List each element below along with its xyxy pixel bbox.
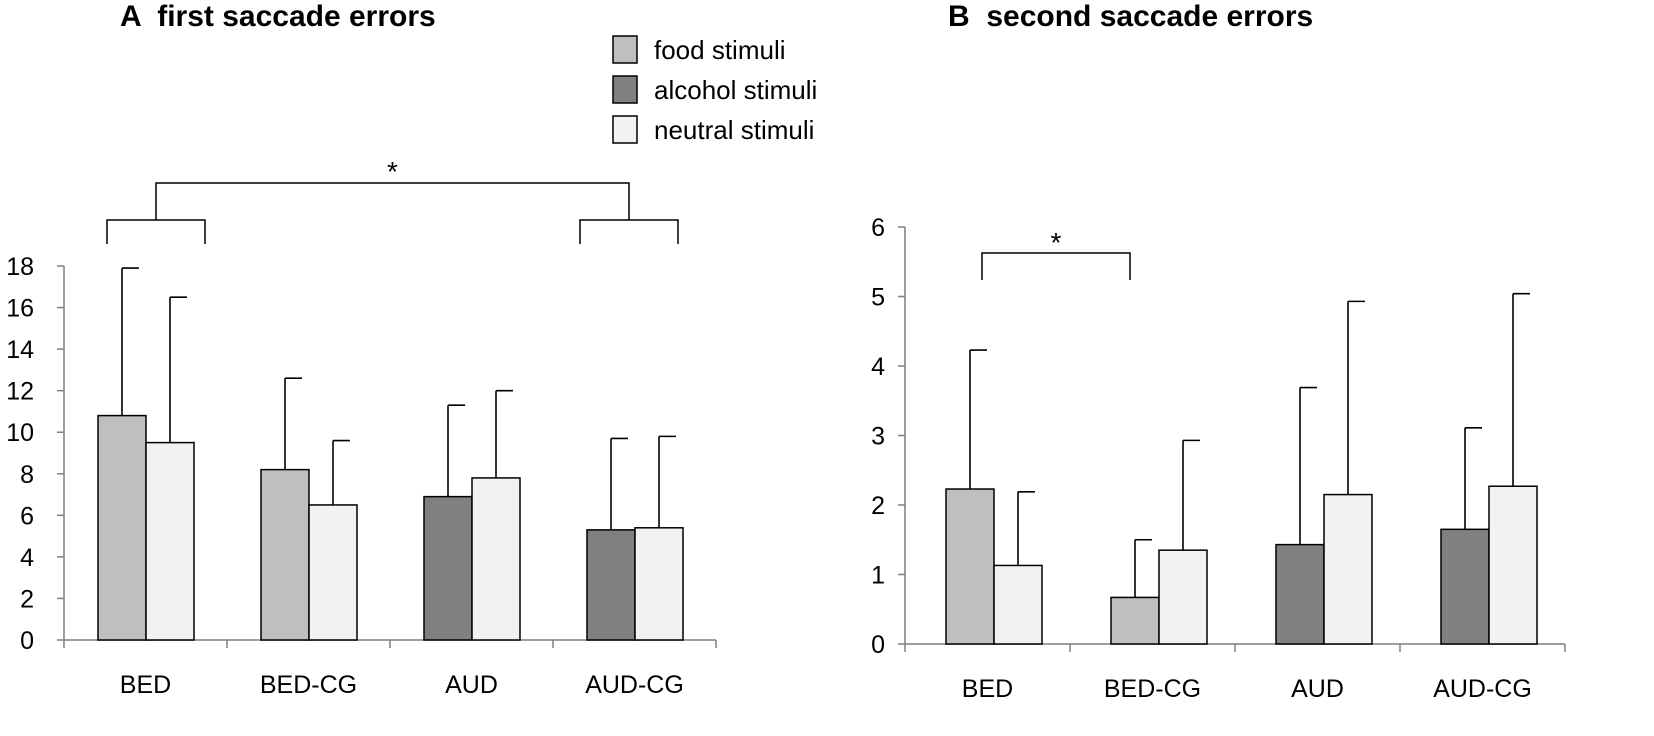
bar-alcohol <box>423 495 473 641</box>
y-tick-label: 14 <box>6 336 34 364</box>
bar-alcohol <box>586 529 636 641</box>
bar-neutral <box>634 527 684 641</box>
chart-b: 0 1 2 3 4 5 6 BED BED-CG AUD AUD-CG * <box>871 214 1566 703</box>
legend-label-food: food stimuli <box>654 35 786 65</box>
category-label: BED-CG <box>260 671 357 699</box>
y-tick-label: 2 <box>871 492 885 520</box>
bar-neutral <box>993 564 1043 645</box>
significance-bracket <box>981 252 1131 280</box>
legend-swatch-neutral <box>612 115 638 144</box>
bar-food <box>260 468 310 641</box>
legend: food stimuli alcohol stimuli neutral sti… <box>612 35 817 145</box>
bar-neutral <box>1158 549 1208 645</box>
significance-star: * <box>387 156 398 187</box>
y-tick-label: 10 <box>6 419 34 447</box>
y-tick-label: 8 <box>20 461 34 489</box>
significance-bracket <box>579 219 679 244</box>
bar-neutral <box>471 477 521 641</box>
bar-neutral <box>1323 493 1373 645</box>
bar-neutral <box>1488 485 1538 645</box>
category-label: BED <box>120 671 171 699</box>
bar-food <box>97 414 147 641</box>
bar-neutral <box>145 441 195 641</box>
y-tick-label: 2 <box>20 585 34 613</box>
category-label: BED-CG <box>1104 675 1201 703</box>
y-tick-label: 4 <box>20 544 34 572</box>
y-tick-label: 5 <box>871 284 885 312</box>
bar-alcohol <box>1275 543 1325 645</box>
legend-swatch-food <box>612 35 638 64</box>
chart-b-title: B second saccade errors <box>948 0 1313 33</box>
category-label: AUD-CG <box>1433 675 1532 703</box>
bar-food <box>945 488 995 645</box>
bar-neutral <box>308 504 358 641</box>
bar-alcohol <box>1440 528 1490 645</box>
y-tick-label: 0 <box>20 627 34 655</box>
bar-food <box>1110 596 1160 645</box>
y-tick-label: 3 <box>871 423 885 451</box>
significance-bracket-top <box>155 182 630 220</box>
category-label: BED <box>962 675 1013 703</box>
y-tick-label: 6 <box>871 214 885 242</box>
significance-bracket <box>106 219 206 244</box>
category-label: AUD <box>1291 675 1344 703</box>
y-tick-label: 4 <box>871 353 885 381</box>
y-tick-label: 12 <box>6 378 34 406</box>
y-tick-label: 6 <box>20 502 34 530</box>
y-tick-label: 16 <box>6 295 34 323</box>
chart-a: 0 2 4 6 8 10 12 14 16 18 BED BED-CG AUD AUD-CG * <box>6 156 717 699</box>
category-label: AUD-CG <box>585 671 684 699</box>
y-tick-label: 0 <box>871 631 885 659</box>
y-tick-label: 1 <box>871 562 885 590</box>
legend-label-alcohol: alcohol stimuli <box>654 75 817 105</box>
chart-a-title: A first saccade errors <box>120 0 436 33</box>
legend-swatch-alcohol <box>612 75 638 104</box>
legend-label-neutral: neutral stimuli <box>654 115 814 145</box>
category-label: AUD <box>445 671 498 699</box>
y-tick-label: 18 <box>6 253 34 281</box>
significance-star: * <box>1051 227 1062 258</box>
